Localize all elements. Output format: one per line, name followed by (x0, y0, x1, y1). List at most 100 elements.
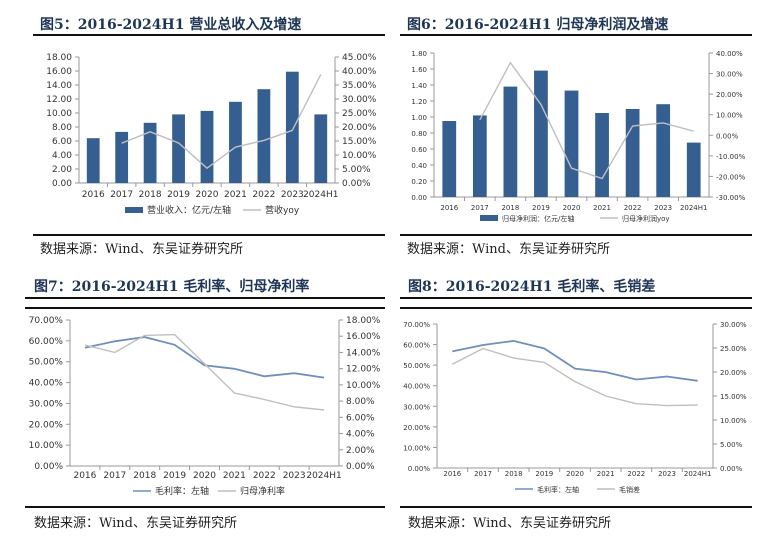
bar-2024H1 (686, 142, 701, 197)
bar-2020 (564, 90, 579, 197)
x-tick-label: 2023 (281, 190, 304, 200)
divider (25, 307, 385, 309)
legend-label: 营收yoy (265, 204, 300, 216)
bar-2023 (656, 104, 671, 197)
right-tick-label: 15.00% (720, 393, 747, 401)
right-tick-label: 20.00% (720, 369, 747, 377)
bar-2016 (86, 138, 100, 183)
divider (400, 506, 752, 508)
x-tick-label: 2024H1 (303, 190, 338, 200)
right-tick-label: 40.00% (716, 50, 743, 58)
left-tick-label: 20.00% (403, 424, 430, 432)
x-tick-label: 2017 (474, 470, 492, 478)
left-tick-label: 1.20 (411, 98, 427, 106)
figure8-title: 图8：2016-2024H1 毛利率、毛销差 (408, 279, 656, 295)
x-tick-label: 2021 (223, 471, 246, 481)
left-tick-label: 50.00% (29, 358, 64, 368)
left-tick-label: 70.00% (403, 321, 430, 329)
divider (33, 234, 385, 236)
left-tick-label: 0.80 (411, 130, 427, 138)
x-tick-label: 2019 (163, 471, 186, 481)
left-tick-label: 0.00 (52, 179, 72, 189)
right-tick-label: 2.00% (346, 446, 375, 456)
left-tick-label: 1.00 (411, 114, 427, 122)
right-tick-label: 14.00% (346, 348, 381, 358)
right-tick-label: 0.00% (346, 462, 375, 472)
bar-2018 (143, 122, 157, 183)
left-tick-label: 30.00% (29, 399, 64, 409)
left-tick-label: 40.00% (403, 383, 430, 391)
x-tick-label: 2018 (133, 471, 156, 481)
left-tick-label: 0.00 (411, 194, 427, 202)
x-tick-label: 2016 (82, 190, 105, 200)
right-tick-label: 40.00% (342, 67, 377, 77)
left-tick-label: 10.00 (46, 109, 72, 119)
x-tick-label: 2022 (253, 471, 276, 481)
x-tick-label: 2019 (532, 204, 550, 212)
left-tick-label: 60.00% (403, 342, 430, 350)
x-tick-label: 2023 (658, 470, 676, 478)
right-tick-label: 20.00% (716, 91, 743, 99)
bar-2017 (472, 115, 487, 197)
legend-swatch-bar (125, 207, 143, 213)
right-tick-label: 10.00% (346, 381, 381, 391)
left-tick-label: 0.60 (411, 146, 427, 154)
left-tick-label: 16.00 (46, 67, 72, 77)
figure6-source: 数据来源：Wind、东吴证券研究所 (407, 242, 610, 257)
right-tick-label: 30.00% (720, 321, 747, 329)
x-tick-label: 2017 (110, 190, 133, 200)
left-tick-label: 18.00 (46, 53, 72, 63)
x-tick-label: 2021 (597, 470, 615, 478)
figure7-source: 数据来源：Wind、东吴证券研究所 (34, 516, 237, 531)
x-tick-label: 2022 (627, 470, 645, 478)
divider (25, 506, 385, 508)
x-tick-label: 2023 (283, 471, 306, 481)
right-tick-label: 20.00% (342, 123, 377, 133)
x-tick-label: 2020 (193, 471, 216, 481)
left-tick-label: 1.80 (411, 50, 427, 58)
legend-label: 毛销差 (619, 485, 640, 494)
x-tick-label: 2018 (505, 470, 523, 478)
left-tick-label: 20.00% (29, 420, 64, 430)
left-tick-label: 14.00 (46, 81, 72, 91)
left-tick-label: 1.40 (411, 82, 427, 90)
left-tick-label: 6.00 (52, 137, 72, 147)
left-tick-label: 50.00% (403, 362, 430, 370)
divider (400, 297, 752, 299)
right-tick-label: 0.00% (716, 132, 739, 140)
chart-6: 0.00 0.20 0.40 0.60 0.80 1.00 1.20 1.40 1.60 1.80… (411, 50, 745, 223)
right-tick-label: -30.00% (716, 194, 746, 202)
series-line-0 (84, 336, 325, 379)
left-tick-label: 0.00% (34, 462, 63, 472)
right-tick-label: 5.00% (342, 165, 371, 175)
divider (33, 34, 385, 36)
figure5-source: 数据来源：Wind、东吴证券研究所 (40, 242, 243, 257)
right-tick-label: 35.00% (342, 81, 377, 91)
left-tick-label: 1.60 (411, 66, 427, 74)
x-tick-label: 2020 (566, 470, 584, 478)
legend-label: 毛利率：左轴 (537, 485, 579, 494)
left-tick-label: 2.00 (52, 165, 72, 175)
left-tick-label: 30.00% (403, 403, 430, 411)
x-tick-label: 2023 (654, 204, 672, 212)
x-tick-label: 2021 (593, 204, 611, 212)
bar-2022 (625, 109, 640, 197)
bar-2019 (534, 70, 548, 197)
x-tick-label: 2020 (196, 190, 219, 200)
divider (400, 234, 752, 236)
figure7-title: 图7：2016-2024H1 毛利率、归母净利率 (34, 279, 310, 295)
left-tick-label: 60.00% (29, 337, 64, 347)
x-tick-label: 2024H1 (680, 204, 708, 212)
bar-2021 (595, 113, 609, 197)
legend-label: 归母净利润yoy (622, 214, 670, 223)
bar-2022 (257, 89, 271, 183)
x-tick-label: 2022 (252, 190, 275, 200)
right-tick-label: 12.00% (346, 365, 381, 375)
right-tick-label: -20.00% (716, 173, 746, 181)
bar-2024H1 (314, 114, 328, 183)
x-tick-label: 2022 (624, 204, 642, 212)
left-tick-label: 8.00 (52, 123, 72, 133)
x-tick-label: 2019 (167, 190, 190, 200)
chart-5: 0.00 2.00 4.00 6.00 8.00 10.00 12.00 14.00 16.00… (46, 53, 377, 216)
